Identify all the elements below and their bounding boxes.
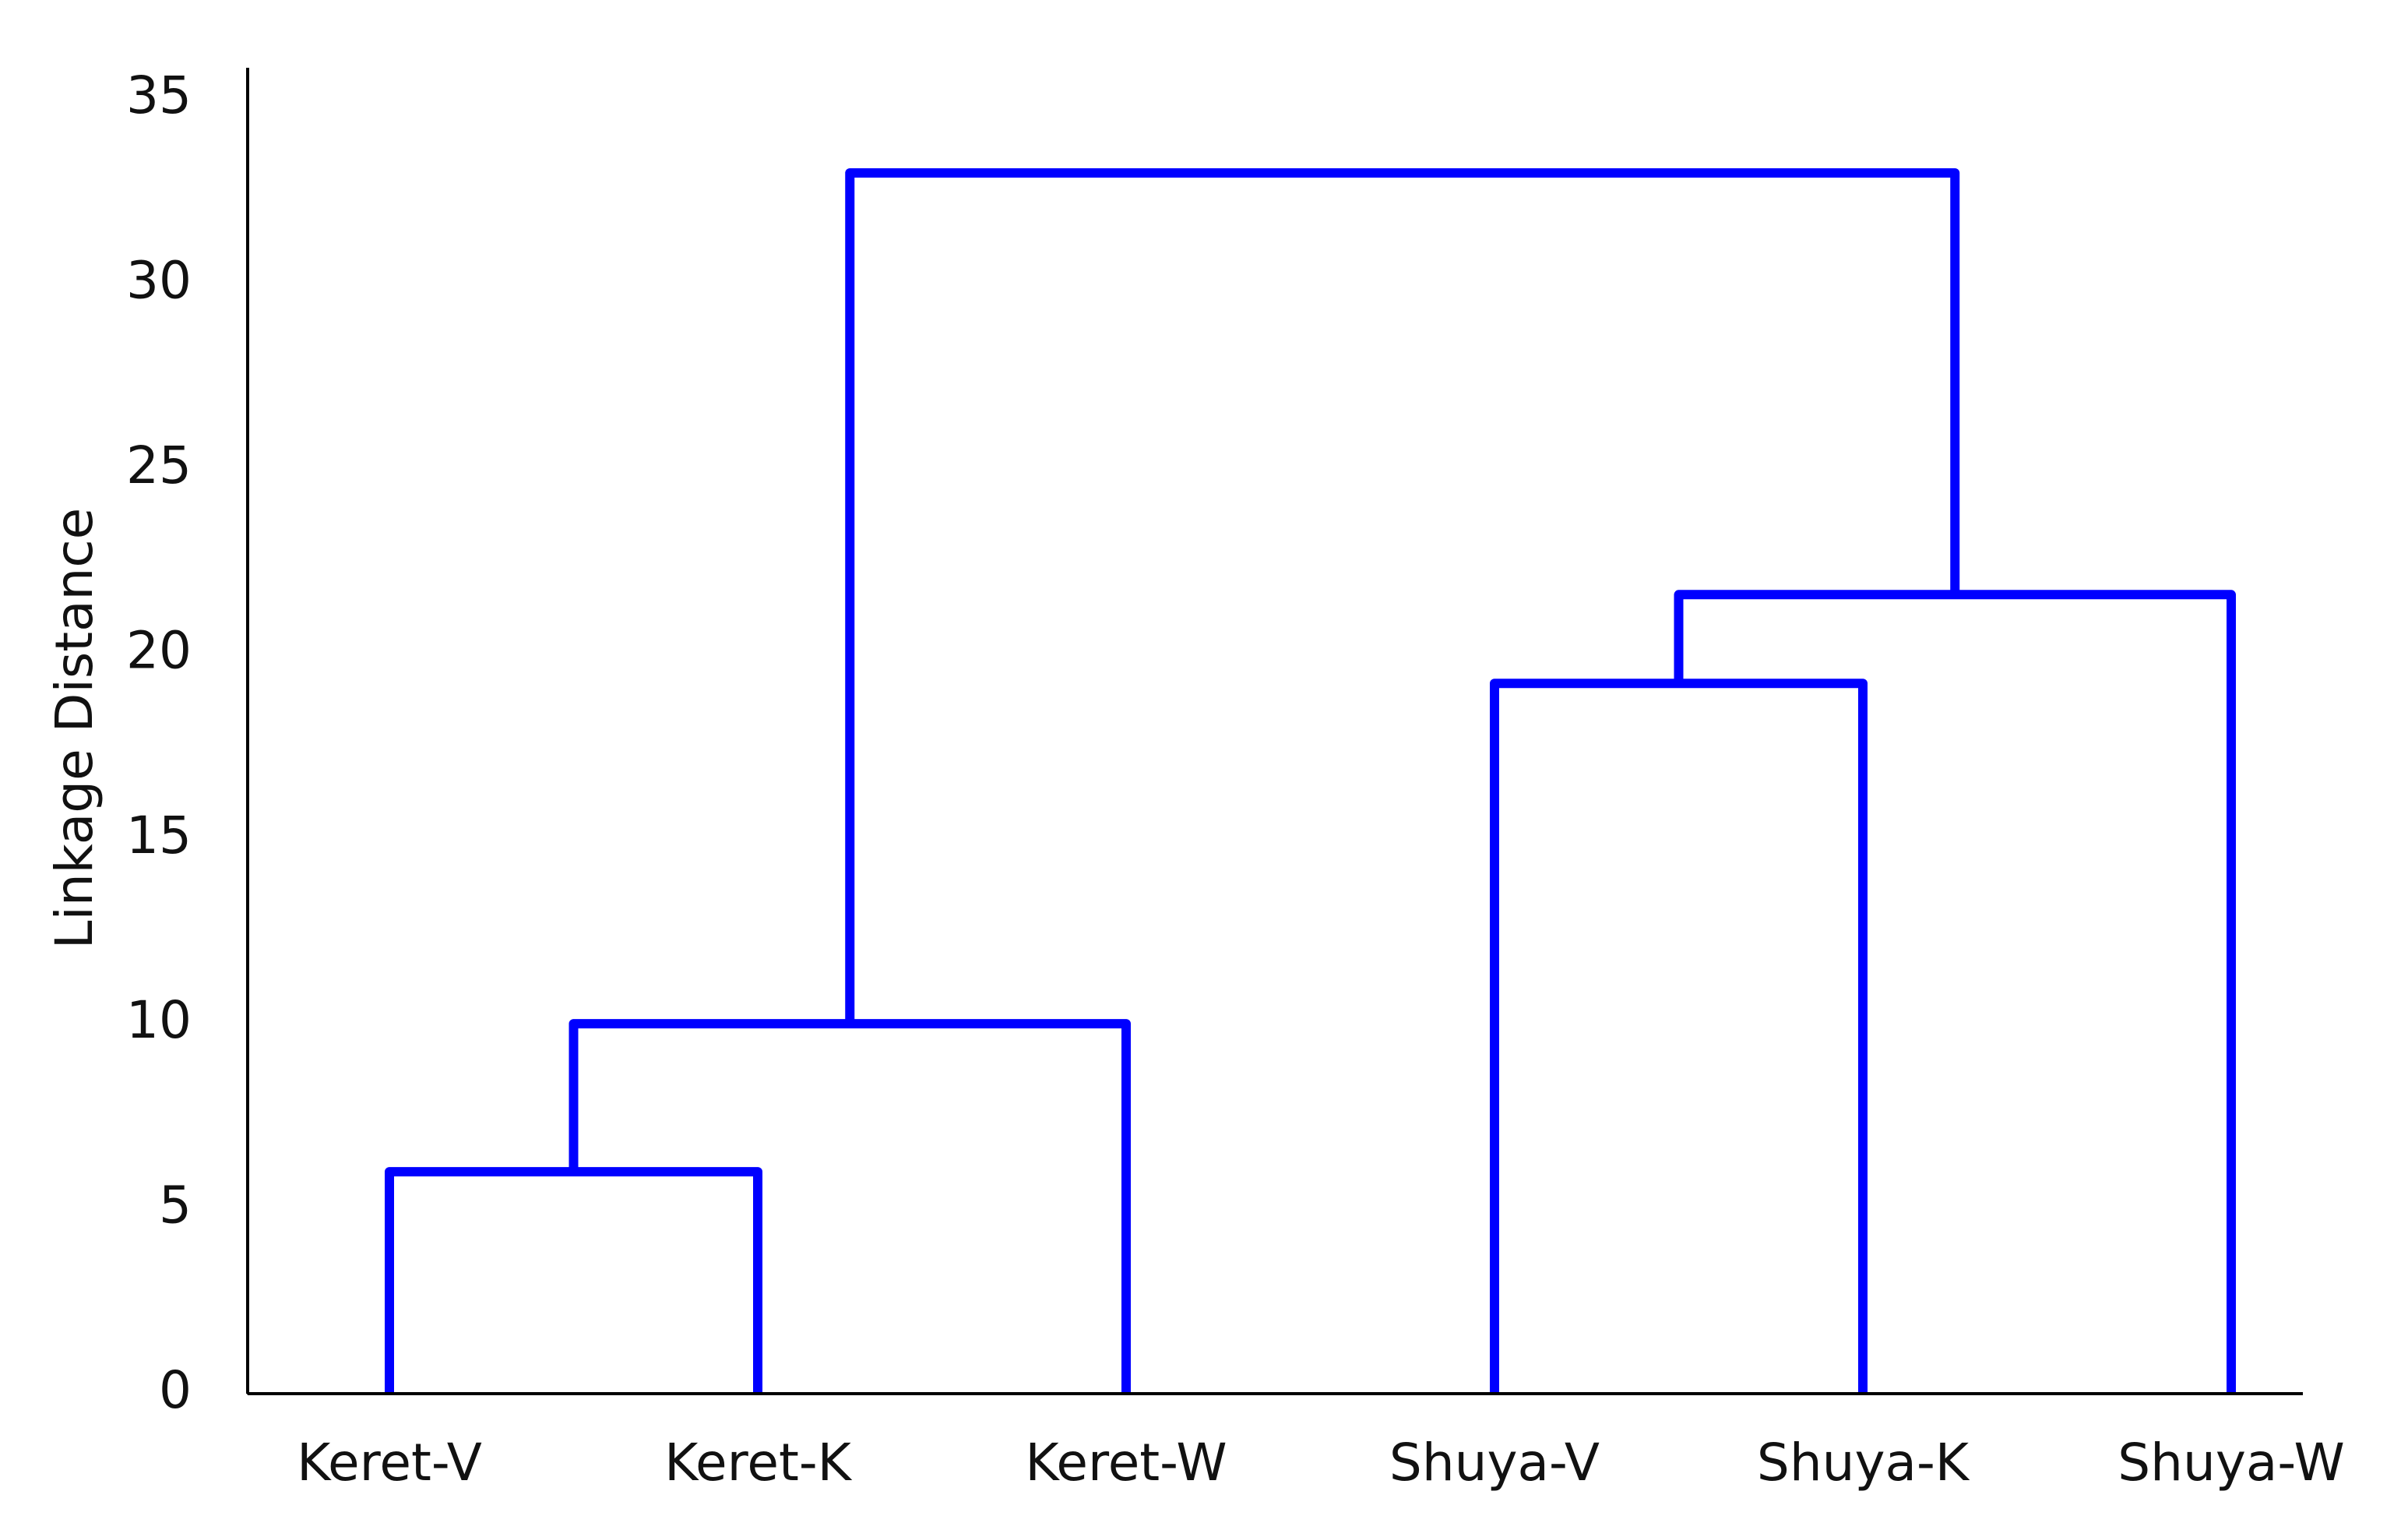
y-tick-label: 30 — [126, 250, 192, 310]
link — [1674, 590, 2236, 1394]
y-tick-label: 0 — [159, 1360, 192, 1420]
link — [845, 167, 1960, 1024]
y-tick-label: 15 — [126, 806, 192, 865]
y-axis-title: Linkage Distance — [44, 508, 104, 950]
link — [1490, 679, 1868, 1394]
x-tick-label: Shuya-V — [1389, 1433, 1600, 1493]
y-tick-label: 35 — [126, 65, 192, 125]
x-tick-label: Keret-K — [664, 1433, 853, 1493]
y-tick-label: 25 — [126, 435, 192, 495]
y-tick-label: 20 — [126, 620, 192, 680]
x-tick-label: Keret-V — [297, 1433, 482, 1493]
x-tick-label: Shuya-W — [2118, 1433, 2344, 1493]
link — [569, 1019, 1131, 1394]
x-tick-label: Keret-W — [1025, 1433, 1227, 1493]
y-tick-label: 5 — [159, 1176, 192, 1236]
link — [385, 1167, 762, 1394]
y-tick-label: 10 — [126, 990, 192, 1050]
x-tick-label: Shuya-K — [1757, 1433, 1970, 1493]
